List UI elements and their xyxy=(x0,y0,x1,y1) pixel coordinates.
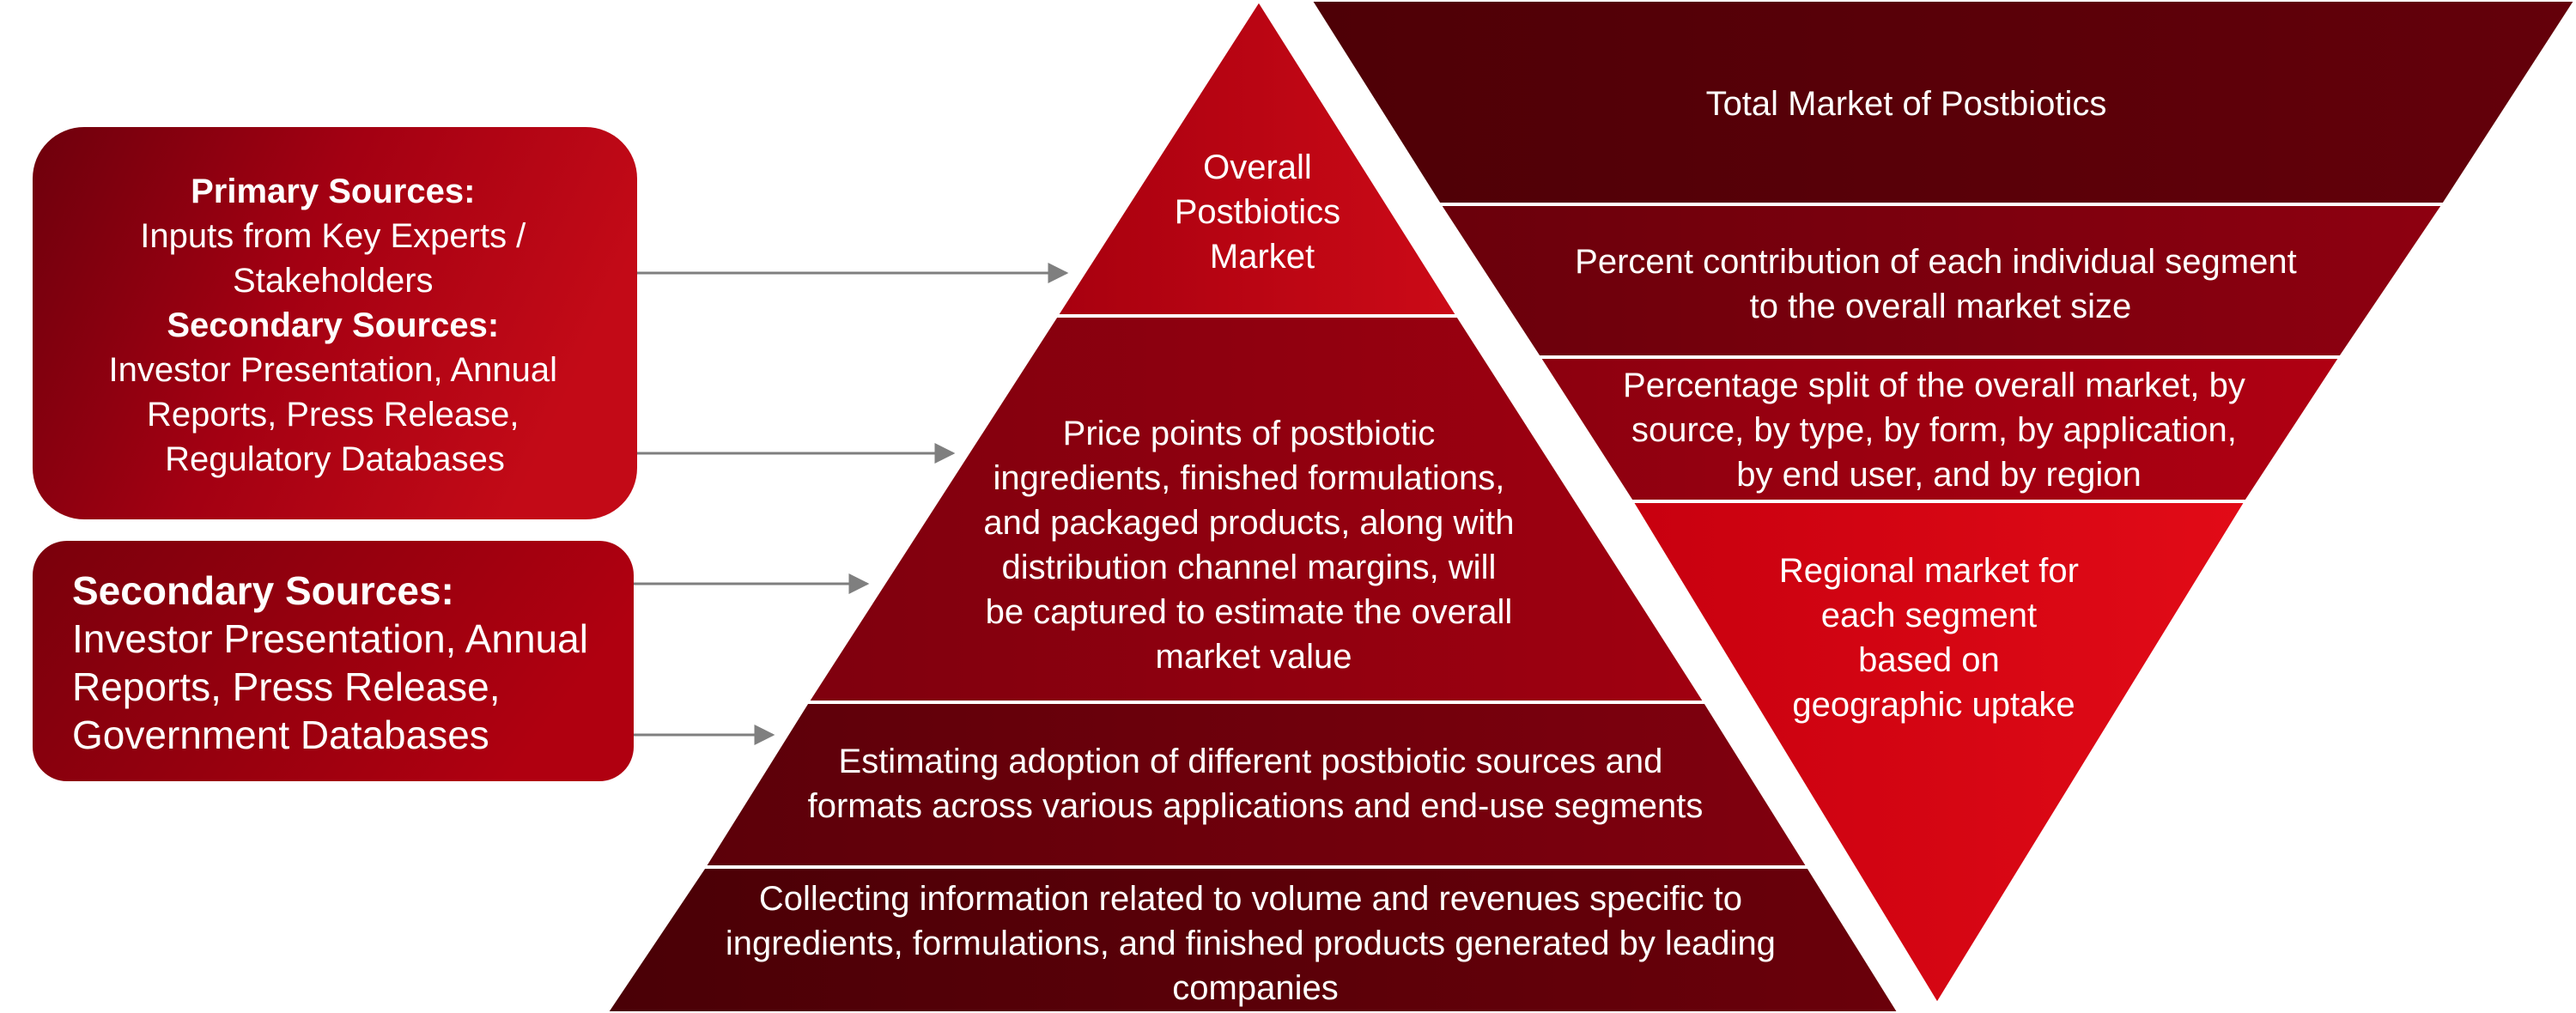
box1-line: Investor Presentation, Annual xyxy=(108,351,557,389)
layer-line: Market xyxy=(1210,238,1315,276)
box1-line: Regulatory Databases xyxy=(165,440,505,478)
layer-line: Percent contribution of each individual … xyxy=(1575,243,2297,281)
inverted-layer-1-text: Total Market of Postbiotics xyxy=(1706,85,2107,123)
sources-box-2-background xyxy=(33,541,634,781)
layer-line: to the overall market size xyxy=(1750,288,2132,325)
primary-secondary-sources-box: Primary Sources: Inputs from Key Experts… xyxy=(33,127,637,519)
layer-line: market value xyxy=(1156,638,1352,676)
secondary-sources-box: Secondary Sources: Investor Presentation… xyxy=(33,541,634,781)
inverted-layer-2 xyxy=(1436,203,2447,359)
layer-line: geographic uptake xyxy=(1792,686,2075,724)
sources-box-2-text: Secondary Sources: Investor Presentation… xyxy=(72,568,592,757)
box1-line: Inputs from Key Experts / xyxy=(140,217,526,255)
box1-line: Secondary Sources: xyxy=(167,306,499,344)
layer-line: by end user, and by region xyxy=(1736,456,2141,494)
layer-line: Postbiotics xyxy=(1175,193,1340,231)
inverted-layer-4 xyxy=(1628,500,2250,1008)
inverted-layer-3-text: Percentage split of the overall market, … xyxy=(1623,367,2255,494)
layer-line: Regional market for xyxy=(1779,552,2079,590)
sources-box-1-background xyxy=(33,127,637,519)
box2-line: Reports, Press Release, xyxy=(72,664,501,709)
layer-line: companies xyxy=(1172,969,1338,1007)
layer-line: each segment xyxy=(1821,597,2037,634)
layer-line: ingredients, formulations, and finished … xyxy=(726,925,1776,962)
connector-arrows xyxy=(634,263,1069,745)
layer-line: source, by type, by form, by application… xyxy=(1631,411,2237,449)
sources-box-1-text: Primary Sources: Inputs from Key Experts… xyxy=(108,173,561,478)
inverted-pyramid: Total Market of Postbiotics Percent cont… xyxy=(1308,0,2576,1008)
box1-line: Reports, Press Release, xyxy=(147,396,519,434)
box1-line: Stakeholders xyxy=(233,262,433,300)
layer-line: Percentage split of the overall market, … xyxy=(1623,367,2245,404)
layer-line: Overall xyxy=(1203,149,1312,186)
inverted-layer-4-text: Regional market for each segment based o… xyxy=(1779,552,2088,724)
layer-line: and packaged products, along with xyxy=(983,504,1514,542)
pyramid-layer-3 xyxy=(701,701,1812,869)
layer-line: ingredients, finished formulations, xyxy=(993,459,1504,497)
pyramid-layer-3-text: Estimating adoption of different postbio… xyxy=(808,743,1704,825)
pyramid-layer-4 xyxy=(604,865,1902,1013)
box2-line: Investor Presentation, Annual xyxy=(72,616,588,661)
pyramid-layer-2-text: Price points of postbiotic ingredients, … xyxy=(983,415,1523,676)
layer-line: Collecting information related to volume… xyxy=(759,880,1742,918)
layer-line: based on xyxy=(1858,641,2000,679)
pyramid-layer-4-text: Collecting information related to volume… xyxy=(726,880,1785,1007)
layer-line: be captured to estimate the overall xyxy=(986,593,1513,631)
layer-line: Estimating adoption of different postbio… xyxy=(839,743,1663,780)
layer-line: Total Market of Postbiotics xyxy=(1706,85,2107,123)
layer-line: Price points of postbiotic xyxy=(1063,415,1436,452)
box2-line: Government Databases xyxy=(72,713,489,757)
layer-line: distribution channel margins, will xyxy=(1002,549,1497,586)
inverted-layer-2-text: Percent contribution of each individual … xyxy=(1575,243,2306,325)
box1-line: Primary Sources: xyxy=(191,173,475,210)
box2-line: Secondary Sources: xyxy=(72,568,454,613)
layer-line: formats across various applications and … xyxy=(808,787,1704,825)
pyramid: Overall Postbiotics Market Price points … xyxy=(604,0,1902,1013)
pyramid-layer-1-text: Overall Postbiotics Market xyxy=(1175,149,1351,276)
